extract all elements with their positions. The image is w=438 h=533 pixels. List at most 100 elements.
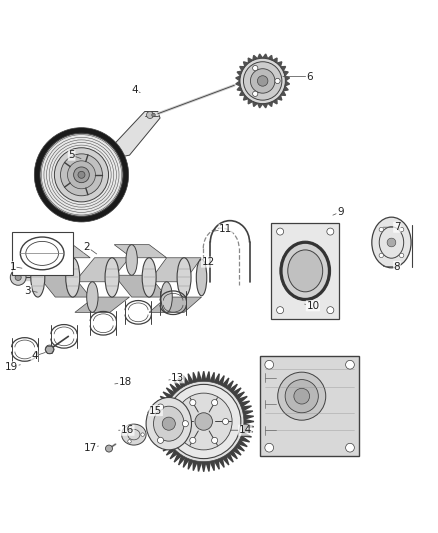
Polygon shape [170,384,178,393]
Text: 2: 2 [84,242,97,254]
Polygon shape [198,461,201,471]
Ellipse shape [196,259,207,296]
Polygon shape [241,406,251,411]
Polygon shape [248,99,253,104]
Circle shape [128,440,131,443]
Polygon shape [244,95,248,100]
Polygon shape [156,432,166,437]
Circle shape [157,404,163,410]
Ellipse shape [372,217,411,268]
Polygon shape [188,459,193,469]
Polygon shape [154,424,164,428]
Circle shape [152,113,155,117]
Polygon shape [201,462,206,472]
Circle shape [162,417,175,430]
Polygon shape [149,258,201,282]
Polygon shape [263,103,268,108]
Circle shape [157,437,163,443]
Circle shape [399,253,404,257]
Text: 19: 19 [5,362,20,372]
Polygon shape [193,373,198,383]
Ellipse shape [177,258,191,297]
Polygon shape [183,376,189,386]
Polygon shape [283,86,288,91]
Ellipse shape [122,424,146,445]
Text: 17: 17 [84,443,99,453]
Circle shape [163,381,244,462]
Polygon shape [280,91,286,95]
Text: 4: 4 [131,85,140,95]
Text: 1: 1 [9,262,22,271]
Polygon shape [226,453,233,462]
Polygon shape [253,55,258,60]
Polygon shape [272,99,277,104]
Text: 6: 6 [283,71,313,82]
Circle shape [387,238,396,247]
Text: 3: 3 [25,286,37,295]
Polygon shape [283,71,288,76]
Polygon shape [229,384,237,393]
Polygon shape [236,81,240,86]
Polygon shape [114,275,166,297]
Polygon shape [154,415,164,419]
Circle shape [278,372,326,420]
Circle shape [45,345,54,354]
Circle shape [195,413,212,430]
Polygon shape [155,428,165,432]
Text: 5: 5 [68,150,81,160]
Circle shape [212,438,218,443]
Circle shape [346,443,354,452]
Polygon shape [236,76,240,81]
Polygon shape [272,58,277,63]
Polygon shape [285,76,290,81]
Polygon shape [241,432,251,437]
Ellipse shape [87,282,98,312]
Circle shape [346,360,354,369]
Ellipse shape [66,258,80,297]
Circle shape [166,384,241,458]
Text: 10: 10 [305,301,319,311]
Text: 12: 12 [199,257,215,267]
Polygon shape [160,397,170,403]
Ellipse shape [146,398,191,450]
Text: 13: 13 [169,373,184,383]
Circle shape [190,438,196,443]
Polygon shape [248,58,253,63]
Polygon shape [232,447,241,455]
Circle shape [141,433,145,437]
Circle shape [179,418,185,425]
Polygon shape [166,388,175,396]
Circle shape [294,389,310,404]
Text: 15: 15 [148,406,162,416]
Text: 9: 9 [333,207,343,217]
Polygon shape [38,275,90,297]
Polygon shape [156,406,166,411]
Polygon shape [218,376,224,386]
Circle shape [265,360,274,369]
Polygon shape [268,55,272,60]
Ellipse shape [161,282,172,312]
Polygon shape [75,297,130,312]
Polygon shape [198,372,201,382]
Polygon shape [226,381,233,390]
Polygon shape [237,397,247,403]
Circle shape [190,400,196,406]
Ellipse shape [31,258,45,297]
Polygon shape [244,419,254,424]
Circle shape [399,228,404,232]
Ellipse shape [49,245,61,275]
Polygon shape [237,86,242,91]
Polygon shape [244,62,248,67]
Polygon shape [243,428,253,432]
Polygon shape [244,415,254,419]
Polygon shape [268,101,272,107]
Circle shape [244,62,282,100]
Text: 14: 14 [230,425,252,435]
Polygon shape [280,67,286,71]
Circle shape [327,306,334,313]
Ellipse shape [126,245,138,275]
Ellipse shape [105,258,119,297]
Circle shape [15,274,21,280]
Circle shape [40,133,123,216]
Polygon shape [258,103,263,108]
